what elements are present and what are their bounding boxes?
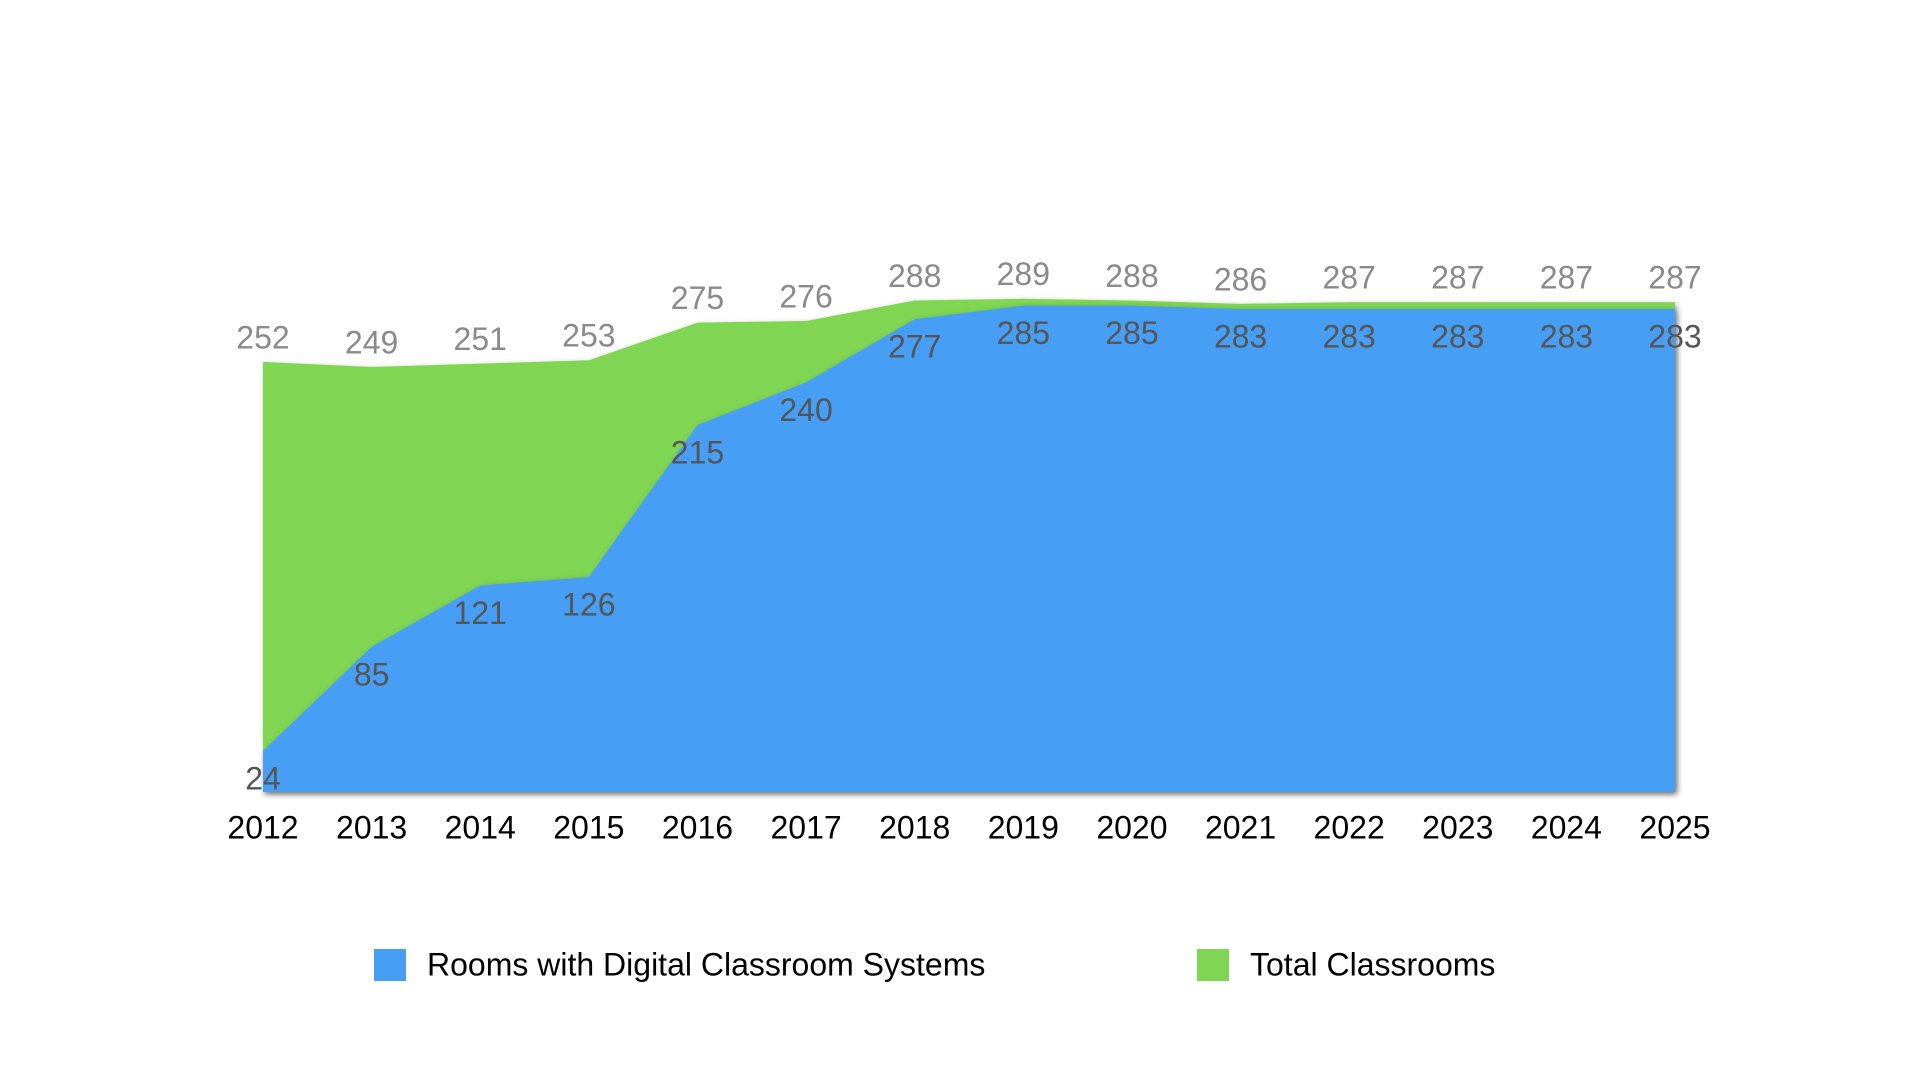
data-label: 288 bbox=[1105, 258, 1158, 294]
x-tick-label: 2022 bbox=[1314, 809, 1385, 845]
x-tick-label: 2025 bbox=[1639, 809, 1710, 845]
data-label: 249 bbox=[345, 324, 398, 360]
data-label: 283 bbox=[1214, 318, 1267, 354]
data-label: 240 bbox=[779, 392, 832, 428]
data-label: 215 bbox=[671, 435, 724, 471]
data-label: 126 bbox=[562, 586, 615, 622]
x-tick-label: 2021 bbox=[1205, 809, 1276, 845]
data-label: 121 bbox=[454, 595, 507, 631]
data-label: 289 bbox=[997, 256, 1050, 292]
data-label: 252 bbox=[236, 319, 289, 355]
data-label: 285 bbox=[997, 315, 1050, 351]
x-tick-label: 2014 bbox=[445, 809, 516, 845]
data-label: 276 bbox=[779, 278, 832, 314]
x-tick-label: 2013 bbox=[336, 809, 407, 845]
x-tick-label: 2024 bbox=[1531, 809, 1602, 845]
x-tick-label: 2016 bbox=[662, 809, 733, 845]
data-label: 283 bbox=[1540, 318, 1593, 354]
data-label: 283 bbox=[1322, 318, 1375, 354]
data-label: 287 bbox=[1648, 260, 1701, 296]
x-tick-label: 2015 bbox=[553, 809, 624, 845]
data-label: 251 bbox=[454, 321, 507, 357]
data-label: 253 bbox=[562, 318, 615, 354]
data-label: 288 bbox=[888, 258, 941, 294]
data-label: 283 bbox=[1648, 318, 1701, 354]
x-tick-label: 2020 bbox=[1096, 809, 1167, 845]
legend-label: Rooms with Digital Classroom Systems bbox=[427, 946, 985, 982]
legend-label: Total Classrooms bbox=[1250, 946, 1495, 982]
x-tick-label: 2018 bbox=[879, 809, 950, 845]
data-label: 287 bbox=[1540, 260, 1593, 296]
data-label: 277 bbox=[888, 329, 941, 365]
legend-swatch bbox=[1197, 949, 1229, 981]
data-label: 286 bbox=[1214, 261, 1267, 297]
data-label: 287 bbox=[1322, 260, 1375, 296]
x-tick-label: 2019 bbox=[988, 809, 1059, 845]
data-label: 285 bbox=[1105, 315, 1158, 351]
data-label: 275 bbox=[671, 280, 724, 316]
data-label: 283 bbox=[1431, 318, 1484, 354]
x-tick-label: 2023 bbox=[1422, 809, 1493, 845]
x-tick-label: 2017 bbox=[770, 809, 841, 845]
data-label: 85 bbox=[354, 656, 390, 692]
area bbox=[263, 305, 1675, 792]
legend-swatch bbox=[374, 949, 406, 981]
data-label: 287 bbox=[1431, 260, 1484, 296]
x-tick-label: 2012 bbox=[227, 809, 298, 845]
data-label: 24 bbox=[245, 760, 281, 796]
